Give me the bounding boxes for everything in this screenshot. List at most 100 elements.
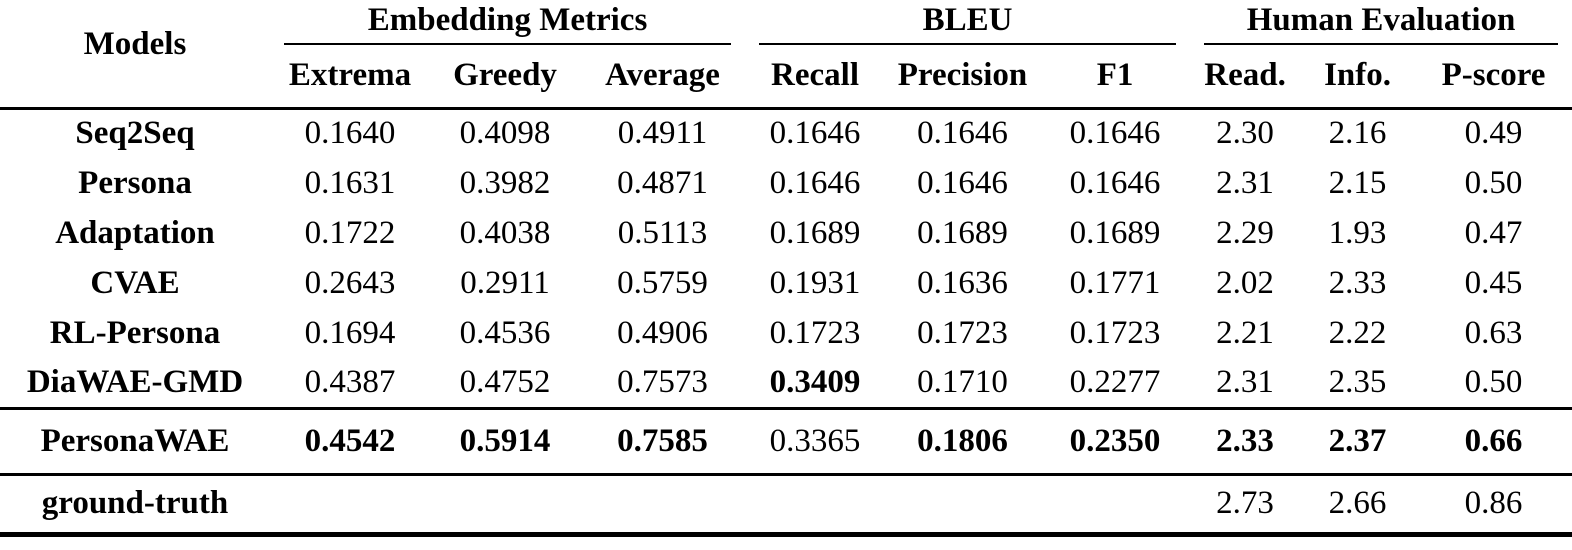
table-cell-best: 0.4542 (270, 406, 430, 474)
table-cell: 0.1646 (769, 164, 861, 201)
column-header-greedy: Greedy (430, 45, 580, 110)
table-cell: 0.45 (1464, 264, 1523, 301)
table-cell: 0.50 (1464, 164, 1523, 201)
table-cell: 0.4906 (617, 314, 708, 351)
table-cell: 0.1646 (769, 115, 861, 152)
table-cell: 0.2643 (304, 264, 396, 301)
table-cell: 0.63 (1464, 314, 1523, 351)
column-header-info: Info. (1300, 45, 1416, 110)
column-header-average: Average (580, 45, 746, 110)
column-header-f1: F1 (1040, 45, 1191, 110)
table-row-diawae-gmd: DiaWAE-GMD 0.4387 0.4752 0.7573 0.3409 0… (0, 358, 1572, 408)
column-header-extrema: Extrema (270, 45, 430, 110)
table-cell: 0.2277 (1069, 363, 1161, 400)
table-cell-best: 0.2350 (1040, 406, 1191, 474)
table-cell-empty (1040, 472, 1191, 534)
model-name: DiaWAE-GMD (26, 363, 244, 400)
table-cell: 0.4387 (304, 363, 396, 400)
table-row-rl-persona: RL-Persona 0.1694 0.4536 0.4906 0.1723 0… (0, 308, 1572, 358)
table-cell: 2.33 (1328, 264, 1387, 301)
table-cell-empty (745, 472, 886, 534)
table-cell-best: 0.1806 (885, 406, 1041, 474)
table-cell: 0.5113 (617, 214, 708, 251)
table-cell: 0.1646 (1069, 164, 1161, 201)
table-cell: 0.1631 (304, 164, 396, 201)
table-cell: 0.1722 (304, 214, 396, 251)
table-row-seq2seq: Seq2Seq 0.1640 0.4098 0.4911 0.1646 0.16… (0, 108, 1572, 158)
table-cell: 2.31 (1216, 164, 1274, 201)
table-cell: 2.22 (1328, 314, 1387, 351)
table-cell: 0.1636 (917, 264, 1008, 301)
table-row-adaptation: Adaptation 0.1722 0.4038 0.5113 0.1689 0… (0, 208, 1572, 258)
table-cell: 0.1931 (769, 264, 861, 301)
models-column-header: Models (0, 0, 270, 110)
model-name: PersonaWAE (0, 406, 270, 474)
table-cell-best: 0.3409 (769, 363, 861, 400)
table-cell: 2.73 (1190, 472, 1301, 534)
table-cell-best: 0.66 (1415, 406, 1572, 474)
table-cell-empty (885, 472, 1041, 534)
table-cell: 0.1640 (304, 115, 396, 152)
table-cell: 0.7573 (617, 363, 708, 400)
table-cell: 0.1723 (917, 314, 1008, 351)
table-cell: 2.31 (1216, 363, 1274, 400)
table-cell: 0.1646 (917, 115, 1008, 152)
table-cell-best: 0.5914 (430, 406, 580, 474)
table-cell: 0.4536 (459, 314, 551, 351)
table-cell: 1.93 (1328, 214, 1387, 251)
model-name: RL-Persona (49, 314, 221, 351)
table-cell: 0.4752 (459, 363, 551, 400)
table-cell: 0.1723 (769, 314, 861, 351)
table-row-persona: Persona 0.1631 0.3982 0.4871 0.1646 0.16… (0, 158, 1572, 208)
model-name: Seq2Seq (75, 115, 195, 152)
model-name: Adaptation (55, 214, 215, 251)
table-row-personawae: PersonaWAE 0.4542 0.5914 0.7585 0.3365 0… (0, 406, 1572, 474)
column-header-read: Read. (1190, 45, 1301, 110)
table-row-ground-truth: ground-truth 2.73 2.66 0.86 (0, 472, 1572, 534)
table-cell: 2.29 (1216, 214, 1274, 251)
table-cell: 0.1689 (1069, 214, 1161, 251)
table-cell: 0.50 (1464, 363, 1523, 400)
table-cell: 2.66 (1300, 472, 1416, 534)
table-cell: 2.02 (1216, 264, 1274, 301)
table-cell: 0.1646 (917, 164, 1008, 201)
table-cell: 0.1689 (917, 214, 1008, 251)
table-cell: 0.47 (1464, 214, 1523, 251)
table-cell: 2.35 (1328, 363, 1387, 400)
table-cell: 0.1689 (769, 214, 861, 251)
column-header-recall: Recall (745, 45, 886, 110)
model-name: Persona (78, 164, 192, 201)
table-cell: 0.2911 (460, 264, 550, 301)
table-cell: 0.4911 (617, 115, 708, 152)
table-cell-best: 0.7585 (580, 406, 746, 474)
table-cell: 0.4871 (617, 164, 708, 201)
group-header-bleu: BLEU (745, 0, 1190, 45)
table-cell-empty (430, 472, 580, 534)
table-body: Seq2Seq 0.1640 0.4098 0.4911 0.1646 0.16… (0, 108, 1572, 534)
column-header-pscore: P-score (1415, 45, 1572, 110)
table-cell: 0.1723 (1069, 314, 1161, 351)
table-cell-empty (270, 472, 430, 534)
table-cell: 0.86 (1415, 472, 1572, 534)
table-cell: 0.1694 (304, 314, 396, 351)
table-cell: 0.3365 (745, 406, 886, 474)
table-cell: 0.4038 (459, 214, 551, 251)
table-cell-empty (580, 472, 746, 534)
model-name: ground-truth (0, 472, 270, 534)
table-cell: 0.5759 (617, 264, 708, 301)
header-group-row: Models Embedding Metrics BLEU Human Eval… (0, 0, 1572, 110)
table-cell: 0.1710 (917, 363, 1008, 400)
group-header-embedding-metrics: Embedding Metrics (270, 0, 745, 45)
table-cell-best: 2.33 (1190, 406, 1301, 474)
column-header-precision: Precision (885, 45, 1041, 110)
model-name: CVAE (90, 264, 180, 301)
table-cell: 0.4098 (459, 115, 551, 152)
table-cell: 0.3982 (459, 164, 551, 201)
table-header: Models Embedding Metrics BLEU Human Eval… (0, 0, 1572, 110)
table-cell: 2.30 (1216, 115, 1274, 152)
table-cell: 2.21 (1216, 314, 1274, 351)
table-cell: 0.1646 (1069, 115, 1161, 152)
model-evaluation-table: Models Embedding Metrics BLEU Human Eval… (0, 0, 1572, 537)
table-row-cvae: CVAE 0.2643 0.2911 0.5759 0.1931 0.1636 … (0, 258, 1572, 308)
